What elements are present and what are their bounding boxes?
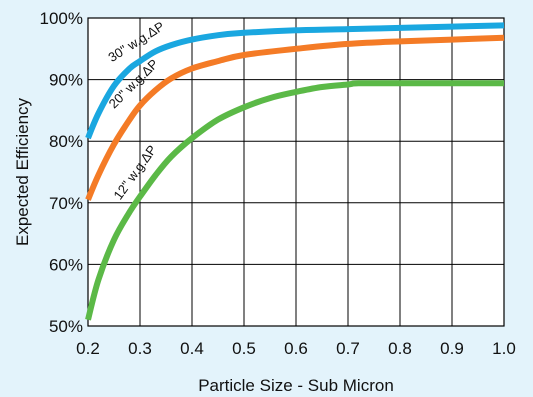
y-tick-label: 50% bbox=[49, 317, 83, 336]
x-tick-label: 0.7 bbox=[336, 339, 360, 358]
series-layer bbox=[85, 22, 505, 321]
y-tick-label: 100% bbox=[40, 9, 83, 28]
y-tick-label: 60% bbox=[49, 255, 83, 274]
y-tick-label: 90% bbox=[49, 71, 83, 90]
x-tick-label: 0.9 bbox=[440, 339, 464, 358]
x-tick-label: 0.2 bbox=[76, 339, 100, 358]
x-axis-label: Particle Size - Sub Micron bbox=[198, 376, 394, 395]
tick-labels: 0.2 0.3 0.4 0.5 0.6 0.7 0.8 0.9 1.0 50% 60% 70% 80% 9… bbox=[40, 9, 516, 358]
series-line bbox=[85, 22, 505, 140]
x-tick-label: 1.0 bbox=[492, 339, 516, 358]
y-tick-label: 80% bbox=[49, 132, 83, 151]
series-line bbox=[85, 80, 504, 321]
series-line bbox=[85, 34, 505, 201]
plot-border bbox=[87, 17, 505, 327]
y-axis-label: Expected Efficiency bbox=[13, 97, 32, 246]
x-tick-label: 0.4 bbox=[180, 339, 204, 358]
x-tick-label: 0.3 bbox=[128, 339, 152, 358]
x-tick-label: 0.8 bbox=[388, 339, 412, 358]
y-tick-label: 70% bbox=[49, 194, 83, 213]
x-tick-label: 0.5 bbox=[232, 339, 256, 358]
x-tick-label: 0.6 bbox=[284, 339, 308, 358]
